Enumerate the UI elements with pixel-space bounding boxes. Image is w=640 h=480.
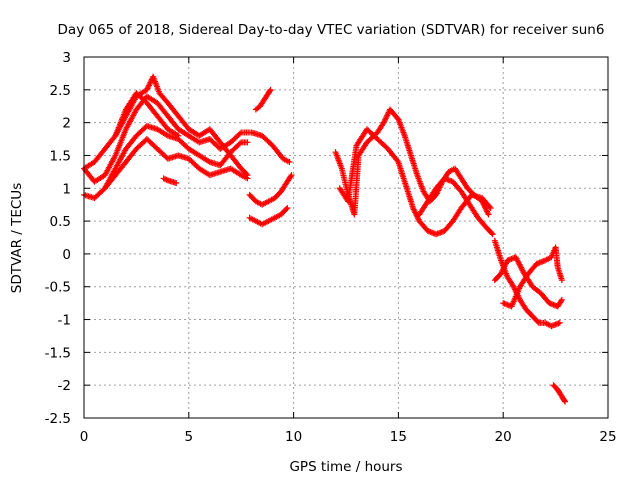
data-point-arc-14 bbox=[558, 296, 565, 303]
data-point-arc-9 bbox=[266, 87, 273, 94]
y-tick-label: -2 bbox=[58, 378, 71, 394]
y-tick-label: 1 bbox=[62, 181, 71, 197]
x-tick-label: 25 bbox=[599, 429, 616, 445]
data-points bbox=[81, 73, 569, 405]
grid bbox=[84, 57, 608, 418]
data-point-arc-12 bbox=[489, 231, 496, 238]
data-point-arc-6 bbox=[160, 175, 167, 182]
data-point-arc-1 bbox=[236, 130, 243, 137]
y-tick-label: -1.5 bbox=[45, 345, 71, 361]
y-tick-label: -1 bbox=[58, 313, 71, 329]
data-point-arc-2 bbox=[244, 139, 251, 146]
y-tick-label: 3 bbox=[62, 50, 71, 66]
x-tick-label: 15 bbox=[390, 429, 407, 445]
data-point-arc-16 bbox=[561, 397, 568, 404]
data-point-arc-8 bbox=[283, 206, 290, 213]
data-point-arc-6 bbox=[163, 176, 170, 183]
y-tick-label: 0.5 bbox=[50, 214, 71, 230]
y-tick-label: 0 bbox=[62, 247, 71, 263]
data-point-arc-15 bbox=[558, 277, 565, 284]
data-point-arc-2 bbox=[236, 140, 243, 147]
data-point-arc-6 bbox=[162, 176, 169, 183]
data-point-arc-13 bbox=[556, 319, 563, 326]
data-point-arc-7 bbox=[288, 172, 295, 179]
x-tick-label: 20 bbox=[495, 429, 512, 445]
y-tick-label: 2.5 bbox=[50, 83, 71, 99]
data-point-arc-5 bbox=[175, 132, 182, 139]
y-tick-label: -0.5 bbox=[45, 280, 71, 296]
y-tick-label: 2 bbox=[62, 116, 71, 132]
data-point-arc-8 bbox=[284, 204, 291, 211]
x-tick-label: 0 bbox=[80, 429, 89, 445]
data-point-arc-16 bbox=[562, 398, 569, 405]
data-point-arc-13 bbox=[534, 318, 541, 325]
chart-title: Day 065 of 2018, Sidereal Day-to-day VTE… bbox=[58, 22, 605, 38]
x-axis-label: GPS time / hours bbox=[289, 459, 402, 475]
y-axis-label: SDTVAR / TECUs bbox=[9, 183, 25, 293]
data-point-arc-14 bbox=[558, 298, 565, 305]
data-point-arc-7 bbox=[287, 173, 294, 180]
data-point-arc-11 bbox=[487, 204, 494, 211]
y-tick-label: -2.5 bbox=[45, 411, 71, 427]
plot-frame bbox=[83, 56, 609, 419]
data-point-arc-6 bbox=[173, 180, 180, 187]
data-point-arc-10 bbox=[485, 211, 492, 218]
data-point-arc-11 bbox=[486, 203, 493, 210]
data-point-arc-9 bbox=[267, 86, 274, 93]
data-point-arc-1 bbox=[286, 159, 293, 166]
data-point-arc-12 bbox=[488, 230, 495, 237]
axis-tick-labels: 0 5 10 15 20 25 -2.5 -2 -1.5 -1 -0.5 0 0.5 1 1.5 2 2.5 3 bbox=[45, 50, 617, 445]
x-tick-label: 5 bbox=[185, 429, 194, 445]
data-point-arc-4 bbox=[244, 175, 251, 182]
x-tick-label: 10 bbox=[285, 429, 302, 445]
y-tick-label: 1.5 bbox=[50, 148, 71, 164]
